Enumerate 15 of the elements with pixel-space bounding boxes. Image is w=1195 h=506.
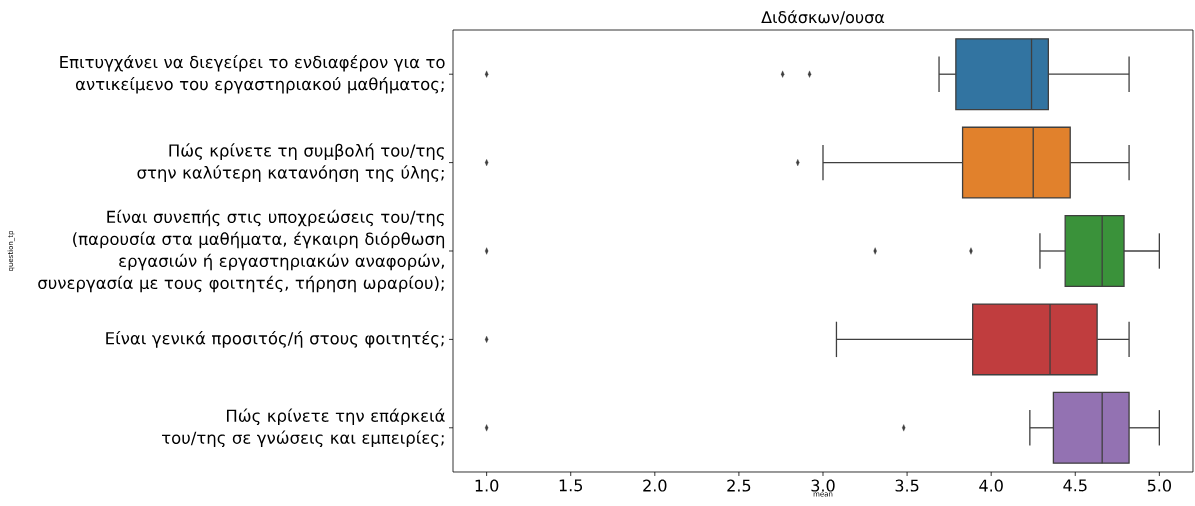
- x-tick-label: 1.0: [475, 479, 499, 492]
- y-tick-label: Επιτυγχάνει να διεγείρει το ενδιαφέρον για το αντικείμενο του εργαστηριακού μαθήματος;: [60, 54, 445, 94]
- y-tick-label: Είναι γενικά προσιτός/ή στους φοιτητές;: [106, 331, 444, 348]
- y-tick-label: Πώς κρίνετε την επάρκειά του/της σε γνώσεις και εμπειρίες;: [161, 408, 445, 448]
- x-tick-label: 2.0: [643, 479, 667, 492]
- x-tick-label: 2.5: [727, 479, 751, 492]
- x-tick-label: 4.5: [1063, 479, 1087, 492]
- y-tick-label: Πώς κρίνετε τη συμβολή του/της στην καλύτερη κατανόηση της ύλης;: [137, 143, 444, 182]
- x-tick-label: 3.0: [811, 479, 835, 492]
- y-tick-label: Είναι συνεπής στις υποχρεώσεις του/της (παρουσία στα μαθήματα, έγκαιρη διόρθωση εργασιών ή εργαστηριακών αναφορών, συνεργασία με τους φοιτητές, τήρηση ωραρίου);: [38, 209, 445, 293]
- x-tick-label: 1.5: [559, 479, 583, 492]
- x-tick-label: 4.0: [979, 479, 1003, 492]
- chart-title: Διδάσκων/ουσα: [761, 10, 885, 25]
- x-tick-label: 5.0: [1147, 479, 1171, 492]
- x-tick-label: 3.5: [895, 479, 919, 492]
